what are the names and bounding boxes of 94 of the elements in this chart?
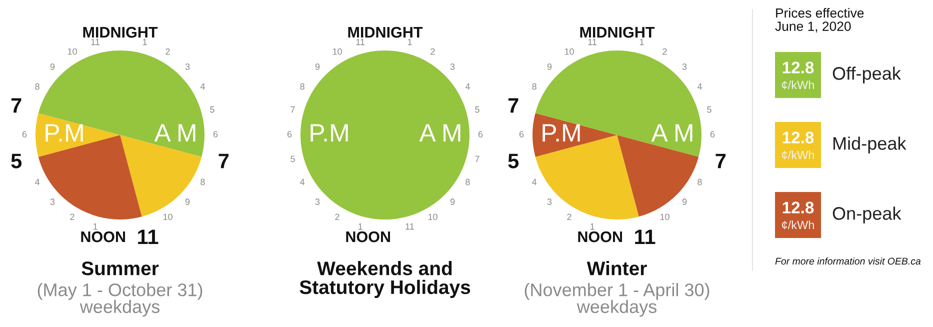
text: 7 <box>290 106 295 113</box>
text: 6 <box>710 131 715 138</box>
text: MIDNIGHT <box>348 26 423 38</box>
text: 6 <box>213 131 218 138</box>
text: 10 <box>163 214 172 220</box>
data-label: 12.8 <box>782 202 814 214</box>
text: P.M <box>46 124 83 142</box>
text: 9 <box>547 64 552 70</box>
text: 5 <box>707 106 712 113</box>
text: 4 <box>35 178 40 186</box>
text: 11 <box>91 38 100 46</box>
text: NOON <box>81 231 125 242</box>
text: 4 <box>697 83 702 90</box>
text: Winter <box>586 261 647 276</box>
text: MIDNIGHT <box>83 26 158 38</box>
text: (May 1 - October 31) weekdays <box>38 283 202 317</box>
text: 11 <box>356 38 365 46</box>
text: ¢/kWh <box>782 220 814 230</box>
text: 10 <box>660 214 670 220</box>
text: 2 <box>662 48 667 55</box>
text: NOON <box>346 231 390 242</box>
category-label: Mid-peak <box>833 136 906 154</box>
text: 10 <box>332 48 342 55</box>
text: 2 <box>166 48 170 55</box>
text: 5 <box>210 106 214 113</box>
text: 10 <box>428 214 438 220</box>
text: 6 <box>287 131 292 138</box>
text: 3 <box>682 64 687 70</box>
text: P.M <box>310 124 348 142</box>
text: 6 <box>519 131 524 138</box>
text: P.M <box>542 124 580 142</box>
text: 9 <box>50 64 55 70</box>
text: 9 <box>185 198 190 205</box>
text: 4 <box>200 83 205 90</box>
text: 2 <box>567 214 572 220</box>
text: 11 <box>635 230 656 244</box>
text: 10 <box>564 48 574 55</box>
text: 5 <box>508 154 519 168</box>
text: 7 <box>475 156 480 162</box>
text: 2 <box>335 214 340 220</box>
text: 1 <box>93 223 98 230</box>
text: 8 <box>532 83 536 90</box>
text: 11 <box>406 223 414 230</box>
text: 9 <box>315 64 320 70</box>
text: 8 <box>35 83 40 90</box>
text: 8 <box>300 83 304 90</box>
text: A M <box>651 124 692 142</box>
text: 3 <box>185 64 190 70</box>
text: MIDNIGHT <box>580 26 655 38</box>
text: Summer <box>82 262 159 276</box>
text: 11 <box>138 230 158 244</box>
text: 2 <box>70 214 74 220</box>
text: NOON <box>578 231 622 242</box>
text: 2 <box>430 48 435 55</box>
text: For more information visit OEB.ca <box>775 257 921 265</box>
text: 3 <box>50 198 55 205</box>
text: 7 <box>716 154 726 168</box>
text: 10 <box>68 48 77 55</box>
text: ¢/kWh <box>782 150 814 160</box>
data-label: 12.8 <box>782 62 814 74</box>
text: 4 <box>532 178 537 186</box>
text: 8 <box>466 178 470 186</box>
text: 7 <box>508 98 518 113</box>
text: Weekends and Statutory Holidays <box>300 261 470 298</box>
text: 7 <box>11 98 22 113</box>
text: 9 <box>450 198 455 205</box>
text: 1 <box>358 223 362 230</box>
text: 1 <box>590 223 594 230</box>
category-label: Off-peak <box>832 66 901 84</box>
text: 1 <box>408 38 412 46</box>
text: 8 <box>200 178 205 186</box>
category-label: On-peak <box>832 206 902 224</box>
text: Prices effective June 1, 2020 <box>775 8 864 33</box>
text: A M <box>154 124 196 142</box>
text: 7 <box>218 154 229 168</box>
text: 11 <box>588 38 597 46</box>
text: 3 <box>547 198 552 205</box>
text: 4 <box>300 178 305 186</box>
text: 4 <box>465 83 470 90</box>
text: 6 <box>478 131 483 138</box>
text: (November 1 - April 30) weekdays <box>524 283 710 317</box>
data-label: 12.8 <box>782 132 814 144</box>
text: 5 <box>11 154 22 168</box>
text: 5 <box>475 106 480 113</box>
text: 3 <box>315 198 320 205</box>
text: 1 <box>640 38 644 46</box>
text: A M <box>419 124 460 142</box>
text: 1 <box>142 38 147 46</box>
text: 8 <box>698 178 702 186</box>
text: 9 <box>682 198 687 205</box>
text: 6 <box>22 131 27 138</box>
text: 5 <box>290 156 295 162</box>
text: ¢/kWh <box>782 80 814 90</box>
text: 3 <box>450 64 455 70</box>
